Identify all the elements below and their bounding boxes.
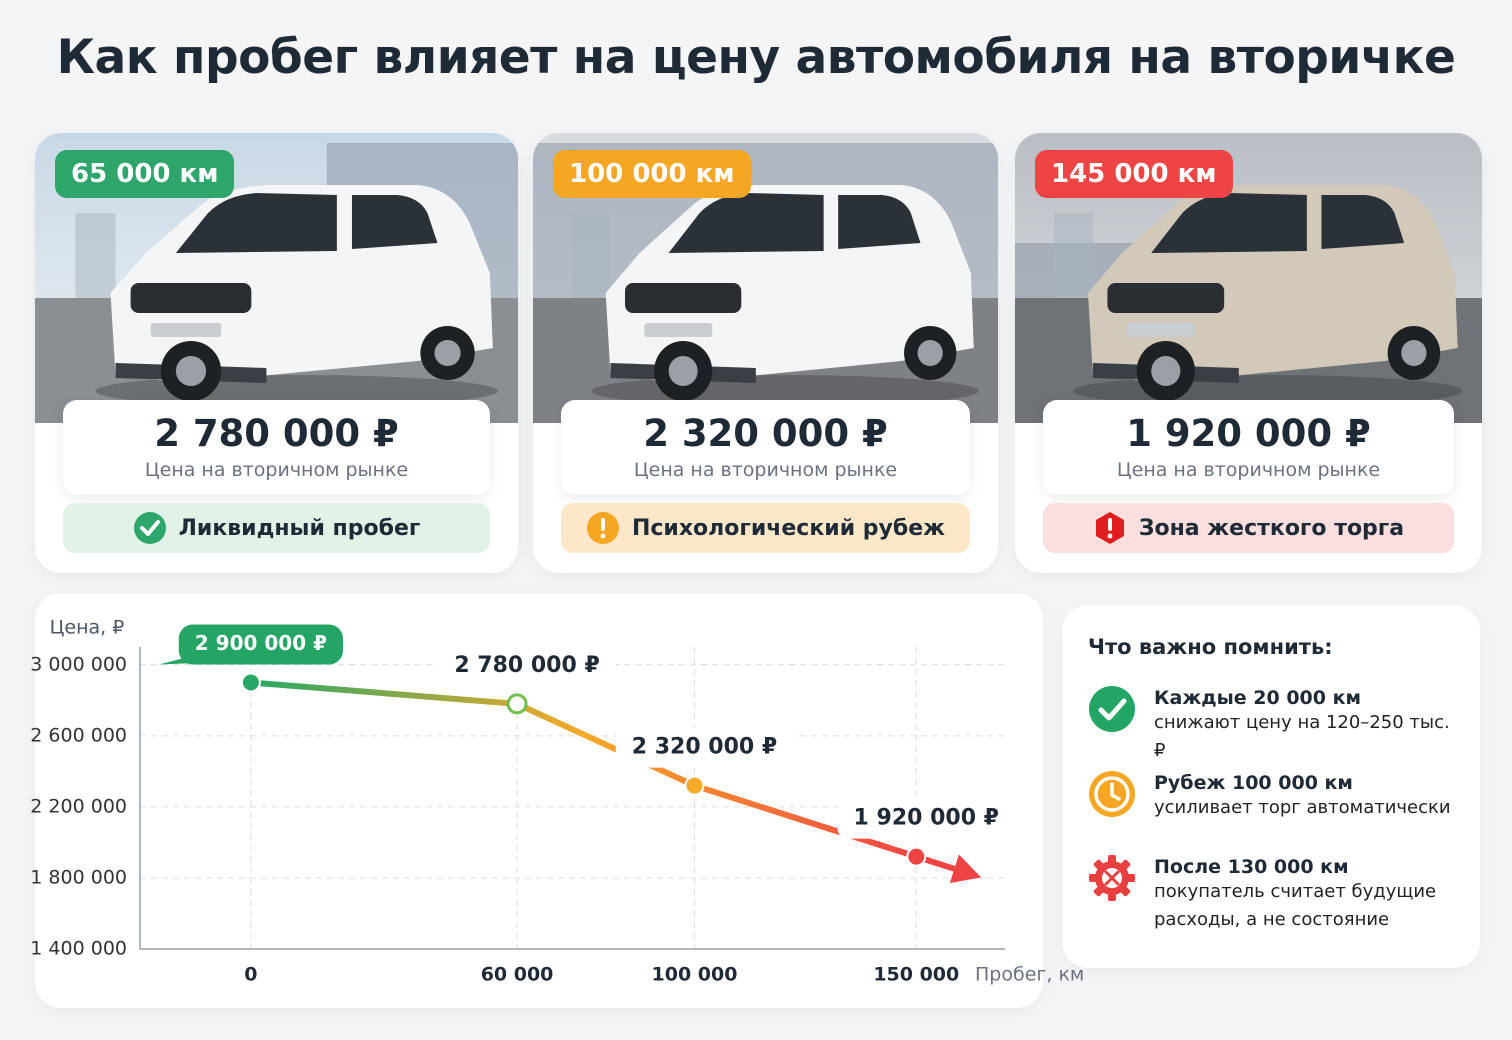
value-label-bg: [615, 727, 794, 768]
status-text: Ликвидный пробег: [178, 515, 421, 541]
chart-panel: 1 400 000 1 800 000 2 200 000 2 600 000 3 00…: [30, 593, 1084, 1008]
price-note: Цена на вторичном рынке: [633, 459, 898, 481]
price-box: 1 920 000 ₽ Цена на вторичном рынке: [1043, 400, 1454, 495]
price-box: 2 780 000 ₽ Цена на вторичном рынке: [63, 400, 490, 495]
status-text: Зона жесткого торга: [1138, 515, 1405, 541]
chart: 1 400 000 1 800 000 2 200 000 2 600 000 3 00…: [30, 617, 1084, 986]
status-icon: [133, 512, 166, 544]
value-label: 1 920 000 ₽: [854, 806, 999, 831]
y-tick-label: 2 600 000: [30, 724, 127, 746]
arrow-head: [949, 854, 982, 884]
y-axis-title: Цена, ₽: [50, 617, 125, 639]
tip-title: Каждые 20 000 км: [1154, 687, 1362, 709]
status-pill: Психологический рубеж: [561, 503, 970, 553]
x-axis-title: Пробег, км: [975, 964, 1084, 986]
mileage-badge: 145 000 км: [1035, 150, 1233, 198]
value-label-bg: [178, 624, 344, 665]
y-tick-label: 3 000 000: [30, 653, 127, 675]
mileage-badge: 65 000 км: [55, 150, 235, 198]
tip-text: усиливает торг автоматически: [1154, 797, 1451, 818]
price-box: 2 320 000 ₽ Цена на вторичном рынке: [561, 400, 970, 495]
y-tick-label: 2 200 000: [30, 795, 127, 817]
tip-title: После 130 000 км: [1154, 856, 1349, 878]
status-icon: [1095, 512, 1124, 544]
tip-text: покупатель считает будущие расходы, а не…: [1154, 881, 1437, 930]
status-text: Психологический рубеж: [631, 515, 946, 541]
price: 1 920 000 ₽: [1126, 412, 1371, 455]
x-tick-label: 0: [244, 964, 257, 986]
point: [506, 693, 528, 715]
mileage-card: 145 000 км 1 920 000 ₽ Цена на вторичном…: [1015, 133, 1482, 573]
page-title: Как пробег влияет на цену автомобиля на …: [56, 30, 1456, 85]
tips-heading: Что важно помнить:: [1088, 635, 1333, 659]
mileage-badge: 100 000 км: [553, 150, 751, 198]
car-photo: [1015, 133, 1482, 423]
price-note: Цена на вторичном рынке: [1116, 459, 1381, 481]
value-label-bg: [837, 798, 1016, 839]
line: [247, 679, 920, 860]
y-tick-label: 1 800 000: [30, 866, 127, 888]
tip: Рубеж 100 000 км усиливает торг автоматич…: [1088, 770, 1466, 822]
x-tick-label: 150 000: [873, 964, 959, 986]
price: 2 320 000 ₽: [643, 412, 888, 455]
value-label: 2 900 000 ₽: [195, 631, 327, 655]
price: 2 780 000 ₽: [154, 412, 399, 455]
gear-icon: [1089, 855, 1135, 901]
point: [906, 846, 927, 867]
car-photo: [533, 133, 998, 423]
tip: После 130 000 км покупатель считает будущ…: [1088, 854, 1466, 934]
mileage-card: 65 000 км 2 780 000 ₽ Цена на вторичном …: [35, 133, 518, 573]
status-pill: Зона жесткого торга: [1043, 503, 1454, 553]
tip-text: снижают цену на 120–250 тыс. ₽: [1154, 712, 1450, 761]
status-pill: Ликвидный пробег: [63, 503, 490, 553]
point: [684, 775, 705, 796]
tips-panel: Что важно помнить: Каждые 20 000 км снижа…: [1062, 605, 1480, 968]
x-tick-label: 60 000: [481, 964, 554, 986]
tip-title: Рубеж 100 000 км: [1154, 772, 1353, 794]
value-label: 2 320 000 ₽: [632, 735, 777, 760]
mileage-card: 100 000 км 2 320 000 ₽ Цена на вторичном…: [533, 133, 998, 573]
value-label-tail: [158, 656, 209, 665]
x-tick-label: 100 000: [652, 964, 738, 986]
check-icon: [1089, 686, 1135, 732]
tip: Каждые 20 000 км снижают цену на 120–250 …: [1088, 685, 1466, 765]
value-label-bg: [438, 645, 616, 686]
status-icon: [586, 512, 619, 544]
clock-icon: [1089, 771, 1135, 817]
price-note: Цена на вторичном рынке: [144, 459, 409, 481]
y-tick-label: 1 400 000: [30, 938, 127, 960]
value-label: 2 780 000 ₽: [454, 653, 599, 678]
point: [240, 672, 261, 693]
